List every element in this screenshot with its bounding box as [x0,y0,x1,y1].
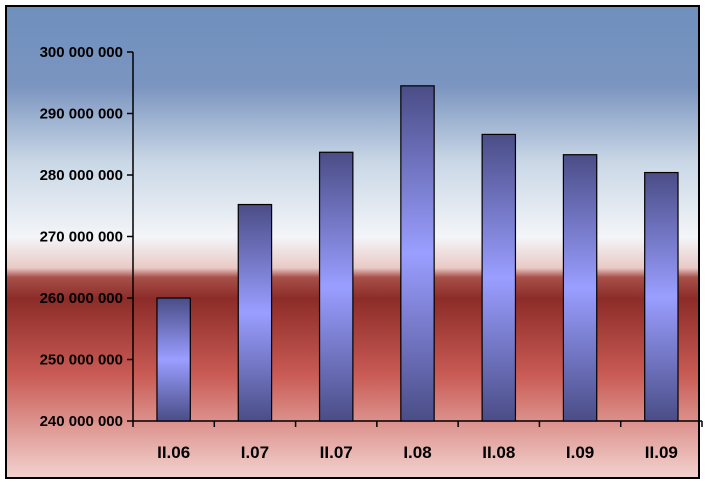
x-tick-label: I.09 [566,443,594,462]
y-tick-label: 250 000 000 [40,352,123,369]
bar-i-09 [562,154,598,422]
x-tick-label: II.07 [320,443,353,462]
bar-ii-08 [481,133,517,422]
bar-ii-07 [318,151,354,422]
y-tick-label: 260 000 000 [40,290,123,307]
y-tick-labels: 240 000 000 250 000 000 260 000 000 270 000… [40,44,123,430]
x-tick-label: I.08 [403,443,431,462]
x-tick-labels: II.06 I.07 II.07 I.08 II.08 I.09 II.09 [157,443,678,462]
bars [156,85,679,422]
bar-ii-09 [644,171,679,422]
y-tick-label: 290 000 000 [40,106,123,123]
x-tick-label: II.09 [645,443,678,462]
x-tick-label: II.06 [157,443,190,462]
bar-i-08 [400,85,435,422]
y-tick-label: 240 000 000 [40,413,123,430]
y-tick-label: 300 000 000 [40,44,123,61]
y-tick-label: 280 000 000 [40,167,123,184]
x-tick-label: I.07 [241,443,269,462]
bar-i-07 [237,203,273,422]
x-tick-label: II.08 [482,443,515,462]
y-tick-label: 270 000 000 [40,229,123,246]
bar-ii-06 [156,297,191,422]
